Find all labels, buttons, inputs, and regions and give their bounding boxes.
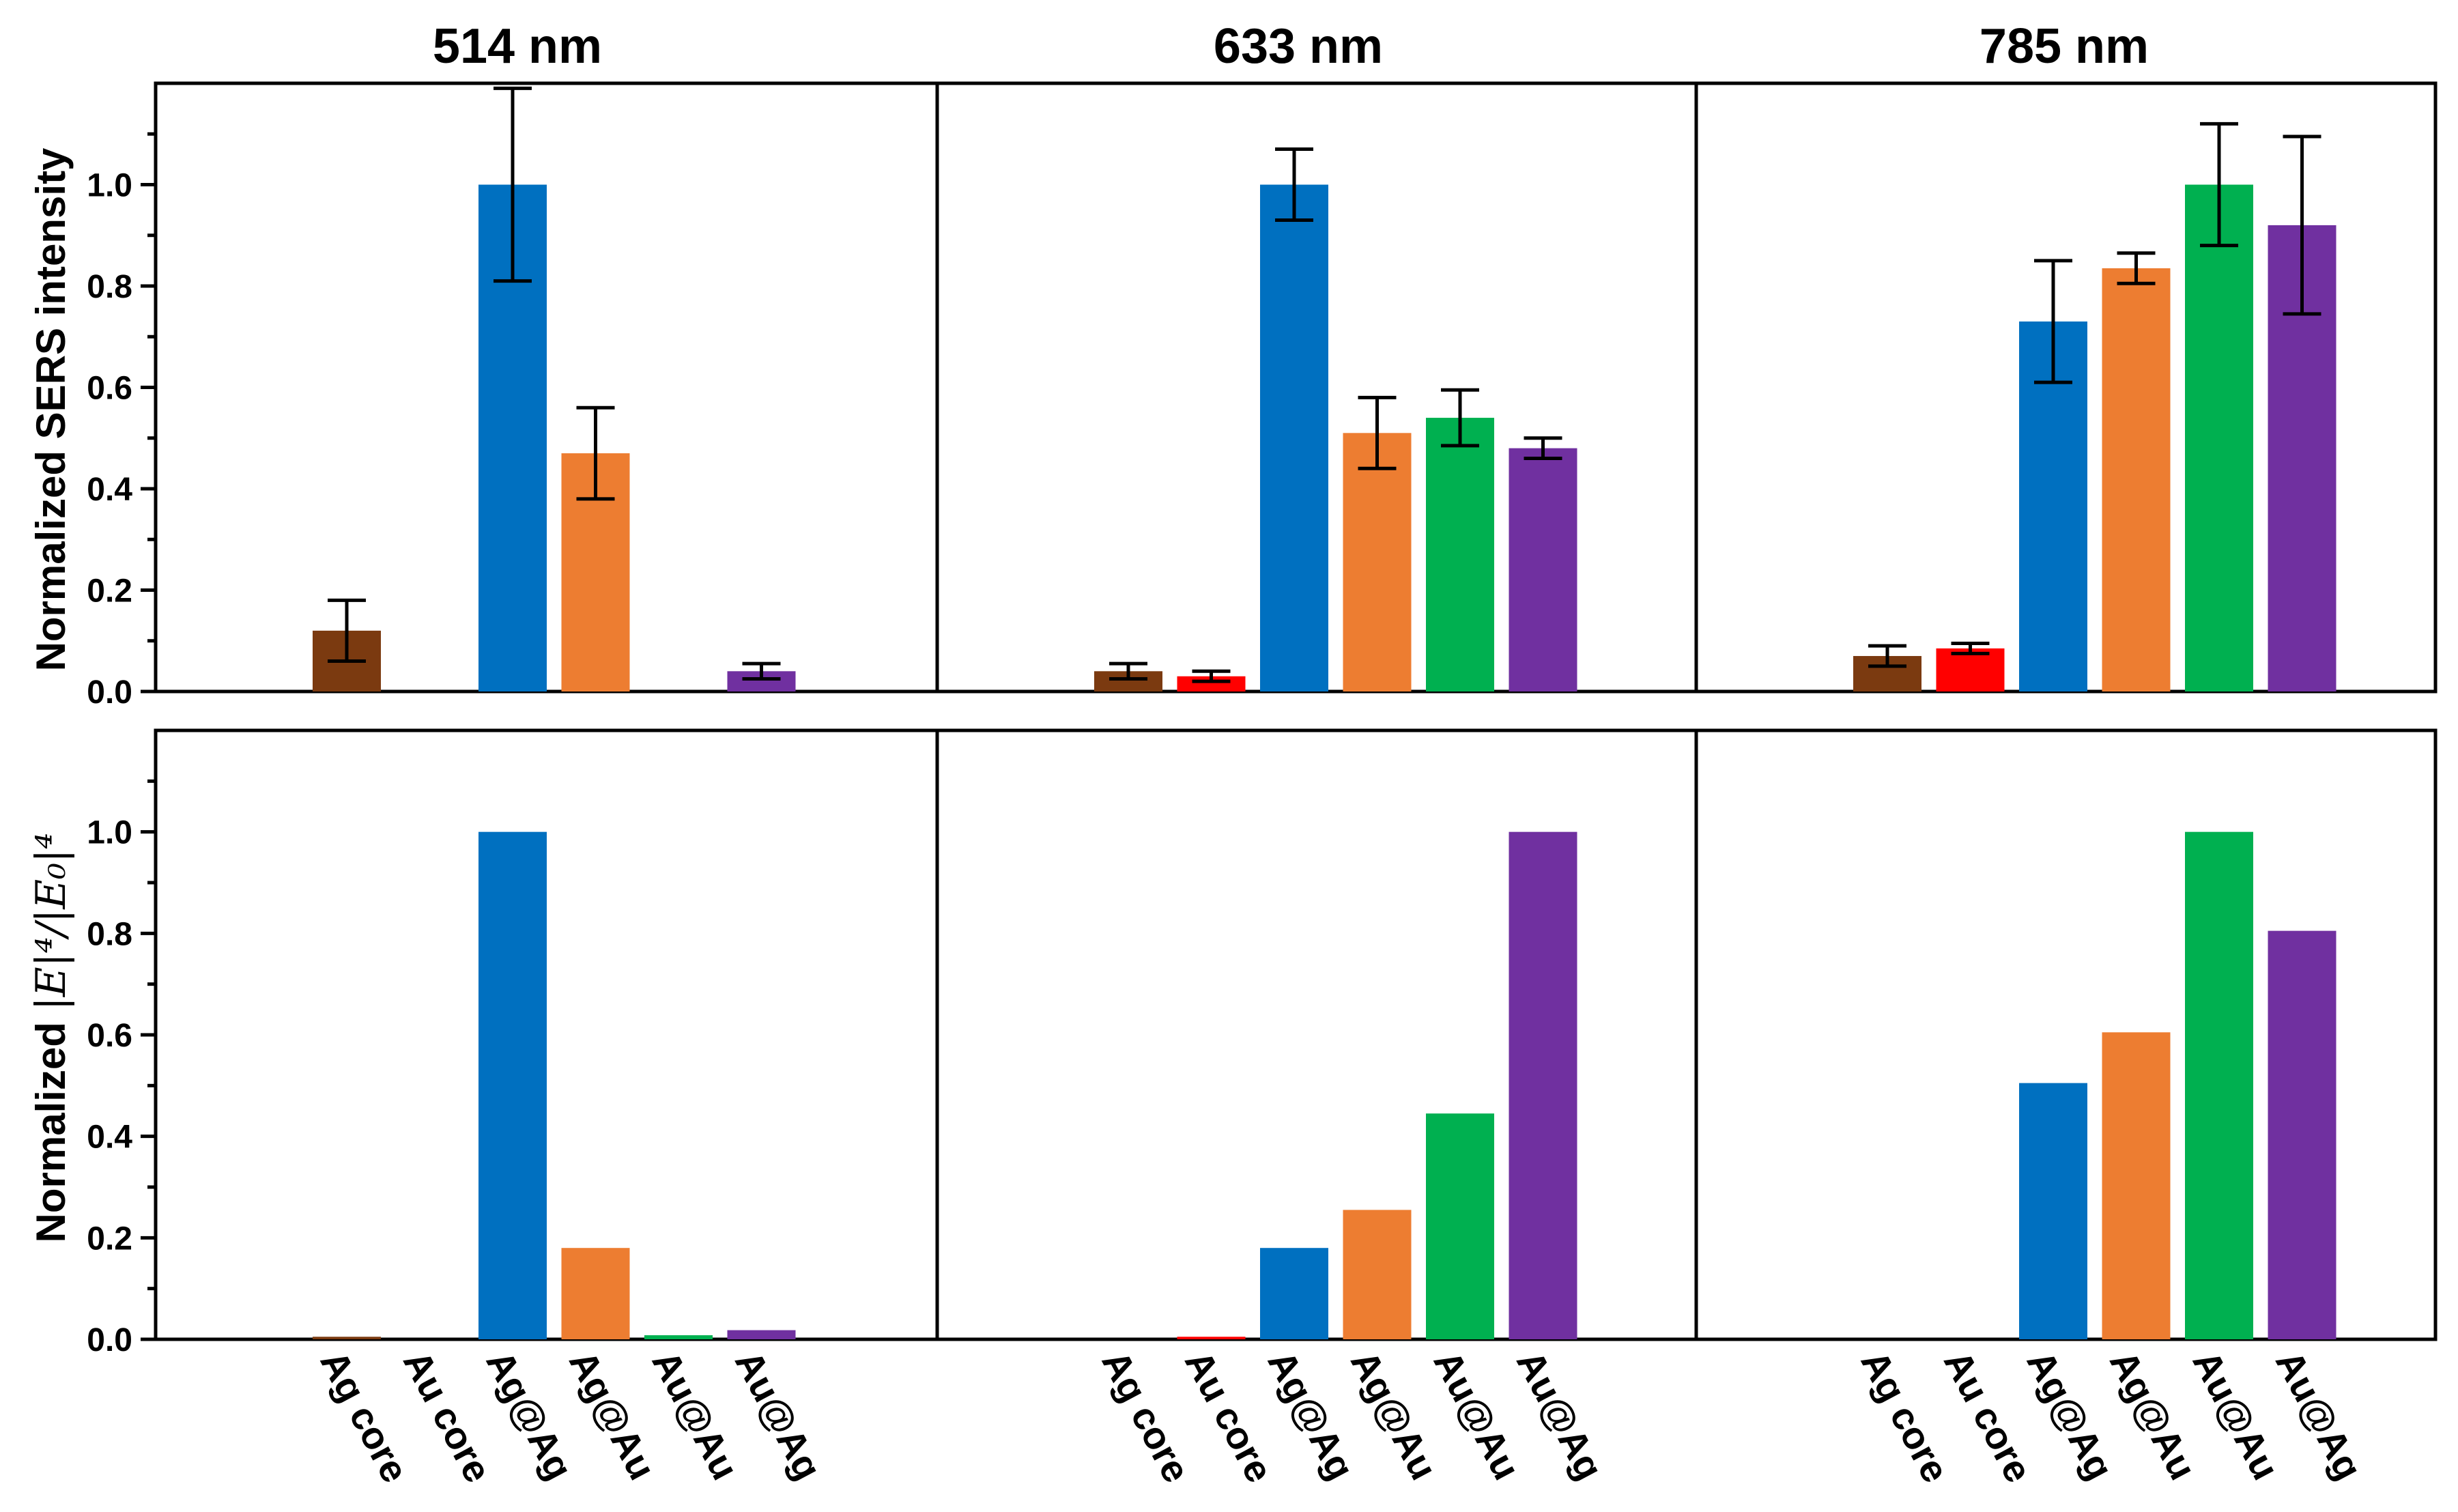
bar-top-633nm-ag-ag [1260, 184, 1328, 691]
y-tick-label-bottom: 0.4 [87, 1119, 132, 1156]
bar-bottom-514nm-ag-ag [478, 831, 547, 1339]
bar-top-633nm-au-au [1426, 418, 1494, 691]
bar-bottom-785nm-au-au [2185, 831, 2253, 1339]
y-tick-label-top: 1.0 [87, 168, 132, 204]
bar-bottom-785nm-ag-au [2102, 1032, 2171, 1339]
y-axis-label-bottom-math: |E|⁴/|E₀|⁴ [27, 833, 75, 1011]
y-tick-label-bottom: 1.0 [87, 815, 132, 851]
bar-top-785nm-au-au [2185, 184, 2253, 691]
y-tick-label-top: 0.2 [87, 573, 132, 610]
bar-top-785nm-au-core [1936, 648, 2005, 691]
y-tick-label-bottom: 0.2 [87, 1221, 132, 1257]
bar-bottom-785nm-ag-ag [2019, 1083, 2087, 1339]
bar-bottom-514nm-ag-core [313, 1337, 381, 1339]
bar-bottom-514nm-au-au [644, 1335, 713, 1339]
y-tick-label-bottom: 0.6 [87, 1018, 132, 1054]
y-tick-label-bottom: 0.0 [87, 1322, 132, 1358]
y-axis-label-bottom-prefix: Normalized [28, 1010, 74, 1242]
bar-top-633nm-ag-au [1343, 433, 1412, 691]
y-tick-label-bottom: 0.8 [87, 916, 132, 952]
bar-bottom-514nm-ag-au [561, 1248, 630, 1339]
bar-top-785nm-ag-au [2102, 268, 2171, 691]
bar-bottom-785nm-au-ag [2268, 930, 2336, 1339]
column-title-514: 514 nm [433, 19, 602, 74]
bar-bottom-633nm-au-ag [1509, 831, 1577, 1339]
bar-bottom-633nm-au-core [1177, 1337, 1246, 1339]
y-axis-label-top: Normalized SERS intensity [28, 147, 74, 671]
y-tick-label-top: 0.8 [87, 269, 132, 305]
column-title-633: 633 nm [1214, 19, 1383, 74]
column-title-785: 785 nm [1980, 19, 2149, 74]
bar-top-633nm-au-ag [1509, 448, 1577, 691]
bar-bottom-633nm-ag-ag [1260, 1248, 1328, 1339]
y-tick-label-top: 0.4 [87, 472, 132, 508]
bar-bottom-514nm-au-ag [727, 1330, 796, 1339]
bar-bottom-633nm-ag-au [1343, 1210, 1412, 1339]
y-axis-label-bottom: Normalized |E|⁴/|E₀|⁴ [27, 833, 75, 1243]
bar-bottom-633nm-au-au [1426, 1113, 1494, 1339]
plot-layer: 0.00.20.40.60.81.00.00.20.40.60.81.0Ag c… [87, 81, 2438, 1489]
y-tick-label-top: 0.0 [87, 674, 132, 711]
y-tick-label-top: 0.6 [87, 371, 132, 407]
